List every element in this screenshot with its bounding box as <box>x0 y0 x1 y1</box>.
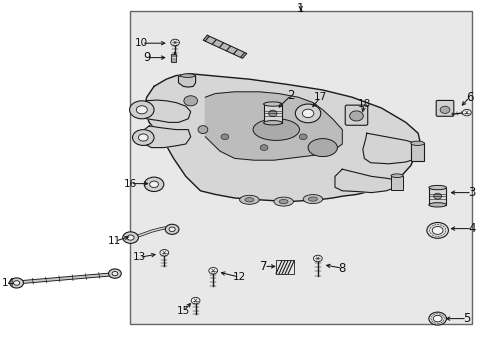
Circle shape <box>170 39 179 46</box>
Bar <box>171 54 176 62</box>
Circle shape <box>160 249 168 256</box>
Polygon shape <box>142 126 190 148</box>
Ellipse shape <box>279 199 287 204</box>
Text: 5: 5 <box>462 312 470 325</box>
Circle shape <box>165 224 179 234</box>
Polygon shape <box>203 35 246 58</box>
Circle shape <box>122 232 138 243</box>
Bar <box>129 11 471 324</box>
Text: 15: 15 <box>176 306 190 316</box>
Text: 4: 4 <box>467 222 475 235</box>
Bar <box>390 176 403 190</box>
Circle shape <box>127 235 134 240</box>
Ellipse shape <box>428 203 446 207</box>
Text: 8: 8 <box>338 262 346 275</box>
Polygon shape <box>362 133 419 164</box>
Ellipse shape <box>308 197 317 201</box>
Circle shape <box>260 145 267 150</box>
Circle shape <box>112 271 118 276</box>
Ellipse shape <box>198 126 207 134</box>
Text: 7: 7 <box>260 260 267 273</box>
Circle shape <box>462 109 470 116</box>
Text: 13: 13 <box>132 252 146 262</box>
Bar <box>276 260 293 274</box>
Text: 16: 16 <box>123 179 137 189</box>
Text: 3: 3 <box>467 186 475 199</box>
Circle shape <box>432 315 441 322</box>
Text: 11: 11 <box>108 236 122 246</box>
Ellipse shape <box>253 119 299 140</box>
Text: 14: 14 <box>2 278 16 288</box>
Circle shape <box>10 278 23 288</box>
Polygon shape <box>144 74 420 202</box>
Circle shape <box>313 255 322 262</box>
Ellipse shape <box>390 174 403 177</box>
Circle shape <box>221 134 228 140</box>
Circle shape <box>426 222 447 238</box>
Circle shape <box>129 101 154 119</box>
Circle shape <box>144 177 163 192</box>
Circle shape <box>149 181 158 188</box>
Ellipse shape <box>180 74 195 77</box>
Circle shape <box>14 281 20 285</box>
Text: 12: 12 <box>232 272 246 282</box>
FancyBboxPatch shape <box>435 100 453 116</box>
Ellipse shape <box>303 194 322 203</box>
Circle shape <box>191 297 200 304</box>
Circle shape <box>299 134 306 140</box>
Text: 1: 1 <box>296 3 304 15</box>
Bar <box>263 104 282 123</box>
Circle shape <box>132 130 154 145</box>
Circle shape <box>295 104 320 123</box>
Circle shape <box>431 226 442 234</box>
Circle shape <box>208 267 217 274</box>
Circle shape <box>138 134 148 141</box>
Ellipse shape <box>263 102 282 106</box>
Circle shape <box>136 106 147 114</box>
Ellipse shape <box>428 185 446 190</box>
Ellipse shape <box>307 139 337 157</box>
Ellipse shape <box>244 198 253 202</box>
Circle shape <box>169 227 175 231</box>
Ellipse shape <box>433 193 441 199</box>
Text: 2: 2 <box>286 89 294 102</box>
Text: 9: 9 <box>142 51 150 64</box>
Polygon shape <box>205 92 342 160</box>
Ellipse shape <box>239 195 259 204</box>
Text: 18: 18 <box>357 99 370 109</box>
Bar <box>410 143 424 161</box>
Text: 6: 6 <box>465 91 472 104</box>
Polygon shape <box>178 74 195 87</box>
FancyBboxPatch shape <box>345 105 367 125</box>
Circle shape <box>439 106 449 113</box>
Ellipse shape <box>263 121 282 125</box>
Ellipse shape <box>273 197 293 206</box>
Ellipse shape <box>268 110 277 117</box>
Circle shape <box>302 109 313 118</box>
Circle shape <box>428 312 446 325</box>
Bar <box>428 188 446 205</box>
Text: 10: 10 <box>135 38 148 48</box>
Circle shape <box>108 269 121 278</box>
Circle shape <box>349 111 363 121</box>
Polygon shape <box>139 100 190 122</box>
Polygon shape <box>334 169 395 193</box>
Ellipse shape <box>183 96 197 106</box>
Text: 17: 17 <box>313 92 326 102</box>
Ellipse shape <box>410 141 424 145</box>
